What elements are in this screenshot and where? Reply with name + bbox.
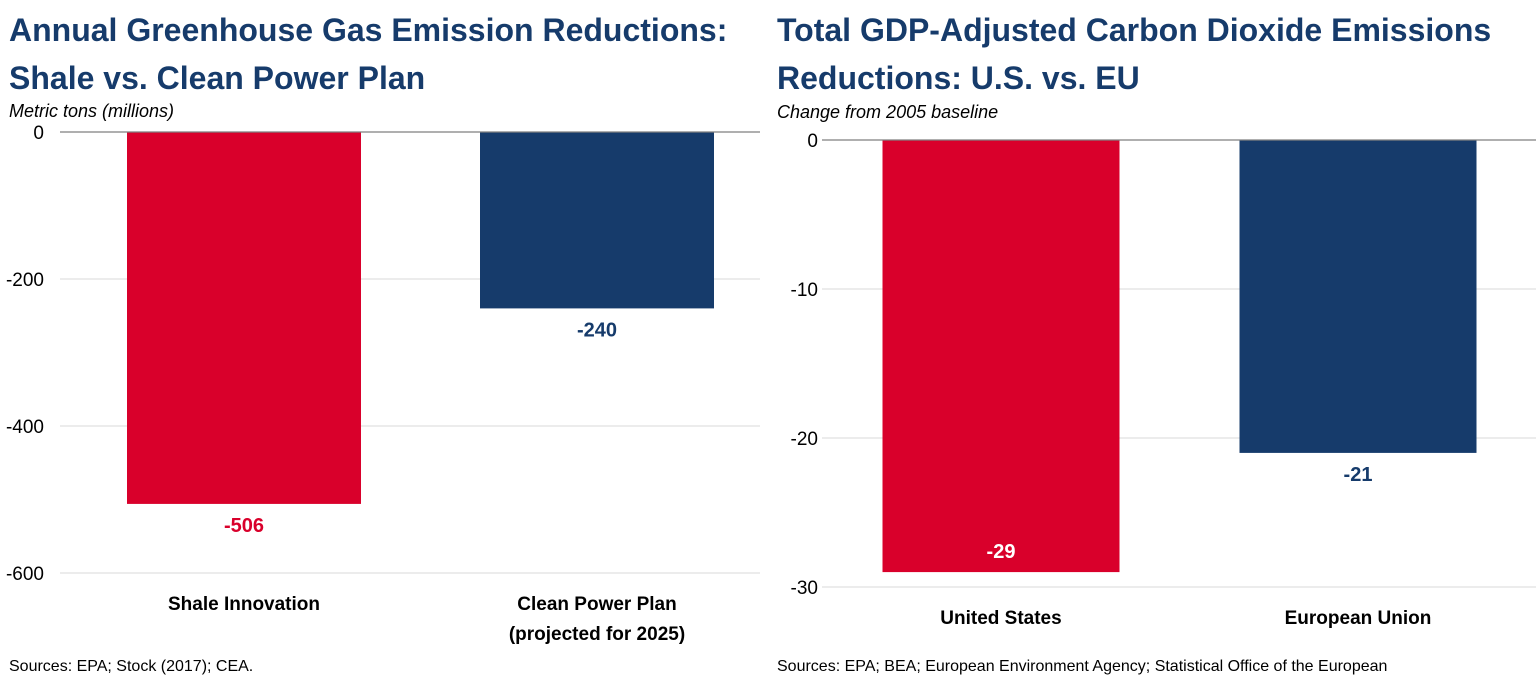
x-category-label: United States bbox=[940, 608, 1061, 629]
y-tick-label: -200 bbox=[6, 270, 44, 291]
x-category-label: (projected for 2025) bbox=[509, 624, 685, 645]
chart-title: Annual Greenhouse Gas Emission Reduction… bbox=[9, 12, 728, 96]
bar bbox=[127, 132, 361, 504]
y-tick-label: -20 bbox=[791, 429, 818, 450]
chart-panel-shale-vs-cpp: Annual Greenhouse Gas Emission Reduction… bbox=[6, 12, 760, 675]
chart-panel-us-vs-eu: Total GDP-Adjusted Carbon Dioxide Emissi… bbox=[768, 0, 1536, 684]
x-category-label: Shale Innovation bbox=[168, 594, 320, 615]
data-label: -29 bbox=[987, 541, 1016, 563]
y-tick-label: 0 bbox=[33, 123, 44, 144]
bar-chart-shale-vs-cpp: 0 -200 -400 -600 -506 Shale Innovation -240 Cle… bbox=[6, 123, 760, 645]
chart-subtitle: Metric tons (millions) bbox=[9, 101, 175, 121]
data-label: -506 bbox=[224, 515, 264, 537]
chart-subtitle: Change from 2005 baseline bbox=[777, 102, 999, 122]
bar bbox=[882, 140, 1120, 573]
y-tick-label: -10 bbox=[791, 280, 818, 301]
x-category-label: Clean Power Plan bbox=[517, 594, 676, 615]
chart-title: Total GDP-Adjusted Carbon Dioxide Emissi… bbox=[777, 12, 1492, 96]
chart-source: Sources: EPA; Stock (2017); CEA. bbox=[9, 658, 254, 675]
y-tick-label: -30 bbox=[791, 578, 818, 599]
x-category-label: European Union bbox=[1285, 608, 1432, 629]
y-tick-label: -400 bbox=[6, 417, 44, 438]
bar-chart-us-vs-eu: 0 -10 -20 -30 -29 United States -21 European Un… bbox=[791, 131, 1536, 629]
y-tick-label: -600 bbox=[6, 564, 44, 585]
bar bbox=[1239, 140, 1477, 453]
bar bbox=[480, 132, 714, 309]
chart-source: Sources: EPA; BEA; European Environment … bbox=[777, 658, 1388, 675]
y-tick-label: 0 bbox=[807, 131, 818, 152]
data-label: -21 bbox=[1344, 464, 1373, 486]
data-label: -240 bbox=[577, 319, 617, 341]
